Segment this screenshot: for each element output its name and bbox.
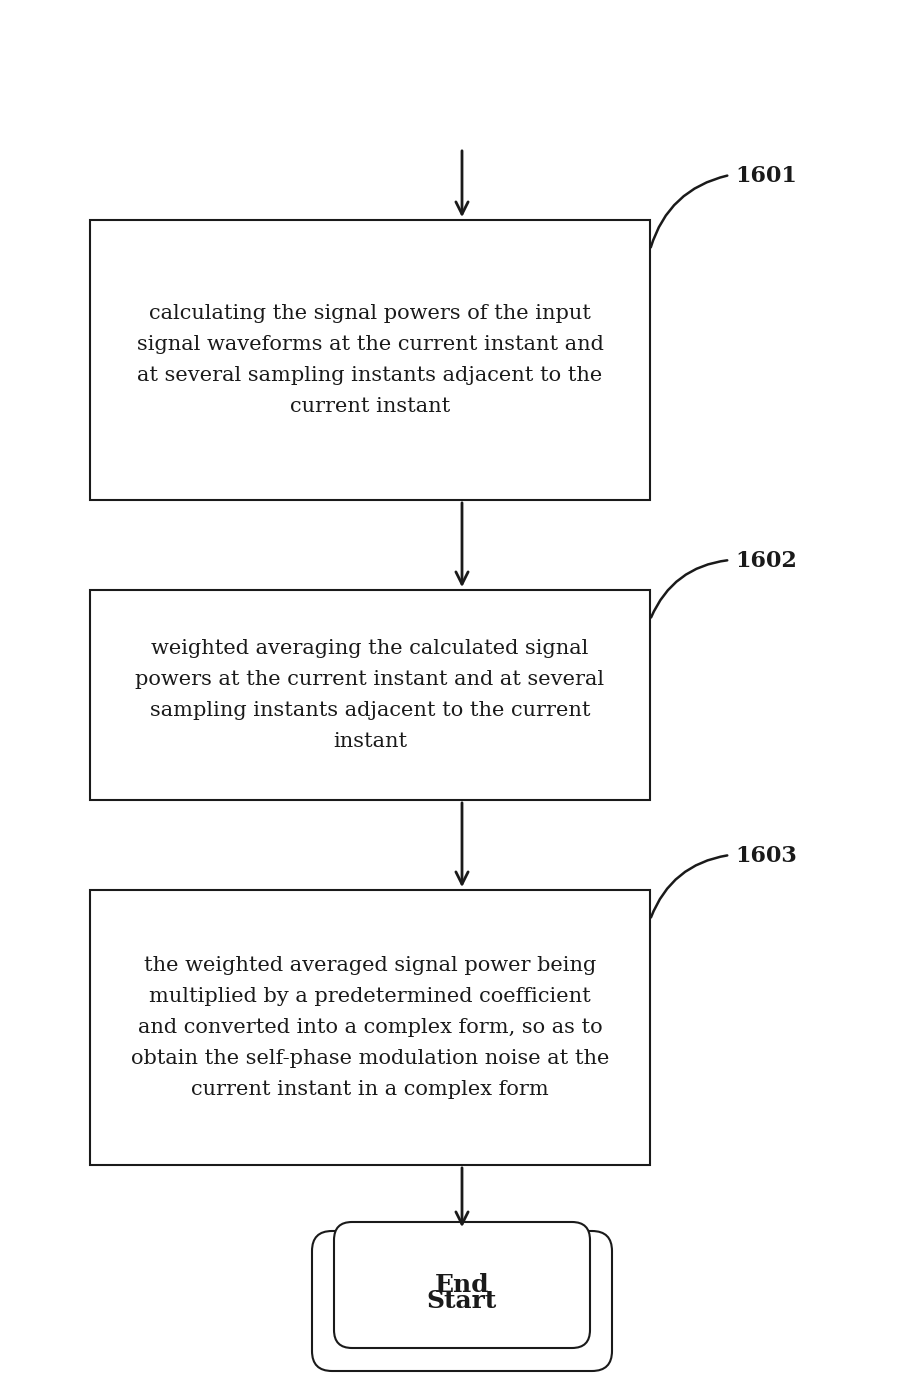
Bar xyxy=(90,889,650,1165)
Text: weighted averaging the calculated signal
powers at the current instant and at se: weighted averaging the calculated signal… xyxy=(136,638,604,751)
Text: 1602: 1602 xyxy=(735,551,796,572)
Text: calculating the signal powers of the input
signal waveforms at the current insta: calculating the signal powers of the inp… xyxy=(137,304,603,415)
FancyBboxPatch shape xyxy=(334,1223,590,1348)
Text: Start: Start xyxy=(427,1289,497,1313)
Text: 1601: 1601 xyxy=(735,164,796,187)
Bar xyxy=(90,590,650,800)
FancyBboxPatch shape xyxy=(312,1231,612,1372)
Text: 1603: 1603 xyxy=(735,845,796,867)
Text: the weighted averaged signal power being
multiplied by a predetermined coefficie: the weighted averaged signal power being… xyxy=(131,956,609,1098)
Bar xyxy=(90,220,650,500)
Text: End: End xyxy=(434,1273,490,1296)
